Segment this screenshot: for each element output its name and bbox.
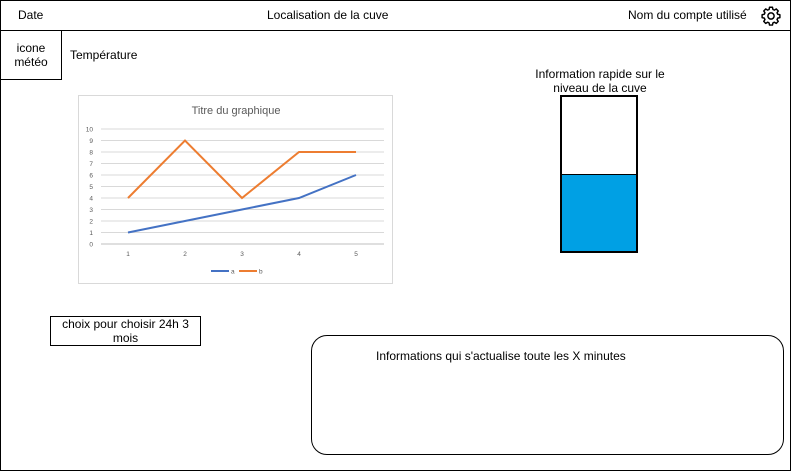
legend-label-a: a (231, 269, 235, 276)
x-tick-label: 1 (126, 251, 130, 258)
x-tick-label: 4 (297, 251, 301, 258)
y-tick-label: 10 (86, 127, 94, 134)
x-tick-label: 3 (240, 251, 244, 258)
y-tick-label: 2 (89, 219, 93, 226)
temperature-chart: Titre du graphique 0 1 2 3 4 5 6 7 8 9 10 1 2 3 4 5 a b (78, 95, 393, 284)
weather-icon-placeholder: icone météo (0, 31, 62, 80)
live-info-panel: Informations qui s'actualise toute les X… (311, 335, 784, 455)
tank-level-label: Information rapide sur le niveau de la c… (535, 67, 665, 95)
weather-label: icone météo (14, 41, 48, 69)
date-label: Date (18, 8, 44, 22)
y-tick-label: 0 (89, 242, 93, 249)
y-tick-label: 6 (89, 173, 93, 180)
temperature-label: Température (70, 48, 138, 62)
y-tick-label: 9 (89, 138, 93, 145)
y-tick-label: 3 (89, 207, 93, 214)
period-selector-label: choix pour choisir 24h 3 mois (62, 317, 189, 345)
y-tick-label: 5 (89, 184, 93, 191)
series-line-a (127, 174, 357, 234)
live-info-text: Informations qui s'actualise toute les X… (376, 349, 626, 363)
tank-level-fill (562, 174, 636, 251)
period-selector[interactable]: choix pour choisir 24h 3 mois (50, 316, 201, 346)
y-tick-label: 1 (89, 230, 93, 237)
chart-title: Titre du graphique (192, 105, 281, 117)
chart-svg: Titre du graphique 0 1 2 3 4 5 6 7 8 9 10 1 2 3 4 5 a b (86, 105, 384, 276)
tank-location-label: Localisation de la cuve (267, 8, 389, 22)
gear-icon[interactable] (760, 5, 782, 27)
y-tick-label: 7 (89, 161, 93, 168)
legend-label-b: b (259, 269, 263, 276)
x-tick-label: 5 (354, 251, 358, 258)
account-name[interactable]: Nom du compte utilisé (628, 8, 747, 22)
tank-level-gauge (560, 95, 638, 253)
x-tick-label: 2 (183, 251, 187, 258)
top-bar: Date Localisation de la cuve Nom du comp… (0, 0, 791, 31)
series-line-b (127, 139, 356, 200)
y-tick-label: 4 (89, 196, 93, 203)
y-tick-label: 8 (89, 150, 93, 157)
